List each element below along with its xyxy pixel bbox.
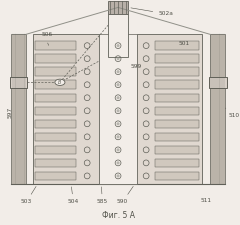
Circle shape <box>116 148 120 151</box>
Bar <box>35 146 76 154</box>
Bar <box>155 172 199 180</box>
Bar <box>11 34 26 184</box>
Bar <box>155 41 199 50</box>
Text: 503: 503 <box>21 186 36 205</box>
Circle shape <box>116 57 120 60</box>
Bar <box>155 133 199 141</box>
Circle shape <box>116 174 120 178</box>
Bar <box>35 107 76 115</box>
Text: 599: 599 <box>130 64 142 69</box>
Circle shape <box>116 83 120 86</box>
Bar <box>33 34 99 184</box>
Text: 510: 510 <box>225 108 240 118</box>
Text: 501: 501 <box>178 41 190 46</box>
Text: 597: 597 <box>7 107 12 118</box>
Text: Фиг. 5 А: Фиг. 5 А <box>102 211 135 220</box>
Circle shape <box>116 161 120 164</box>
Bar <box>155 81 199 89</box>
Circle shape <box>116 109 120 112</box>
Bar <box>137 34 202 184</box>
Text: 585: 585 <box>97 187 108 205</box>
Ellipse shape <box>55 79 65 86</box>
Bar <box>108 14 128 57</box>
Circle shape <box>116 122 120 125</box>
Bar <box>35 119 76 128</box>
Bar <box>155 107 199 115</box>
Bar <box>35 81 76 89</box>
Circle shape <box>116 44 120 47</box>
Bar <box>35 159 76 167</box>
Bar <box>209 77 227 88</box>
Bar <box>35 133 76 141</box>
Bar <box>35 68 76 76</box>
Bar <box>210 34 225 184</box>
Bar <box>35 54 76 63</box>
Bar <box>35 94 76 102</box>
Bar <box>35 41 76 50</box>
Bar <box>35 172 76 180</box>
Bar <box>108 1 128 14</box>
Circle shape <box>116 70 120 73</box>
Text: 504: 504 <box>68 187 79 205</box>
Text: 506: 506 <box>42 32 53 45</box>
Bar <box>155 68 199 76</box>
Circle shape <box>116 135 120 138</box>
Bar <box>10 77 28 88</box>
Text: B: B <box>58 80 62 85</box>
Bar <box>99 34 137 184</box>
Circle shape <box>116 96 120 99</box>
Bar <box>155 54 199 63</box>
Bar <box>155 159 199 167</box>
Text: 590: 590 <box>117 186 133 205</box>
Bar <box>155 146 199 154</box>
Text: 502a: 502a <box>131 8 173 16</box>
Bar <box>155 119 199 128</box>
Bar <box>155 94 199 102</box>
Text: 511: 511 <box>201 198 212 203</box>
